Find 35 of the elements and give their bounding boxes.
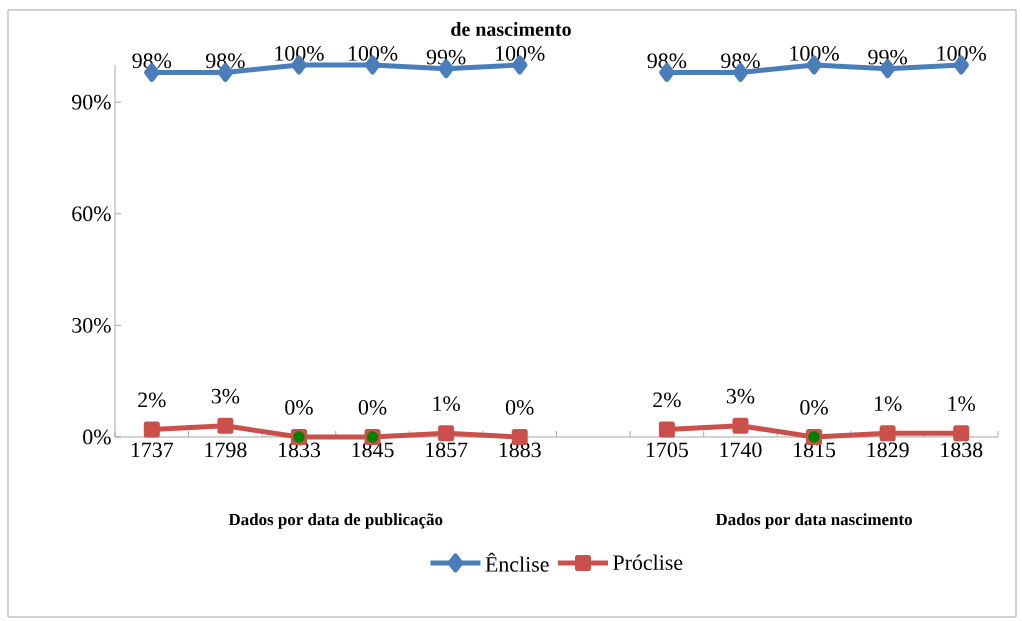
data-label: 1% <box>874 396 902 412</box>
x-tick-label: 1798 <box>205 442 247 458</box>
x-tick-label: 1740 <box>720 442 762 458</box>
data-label: 3% <box>726 388 755 404</box>
data-label: 99% <box>426 49 466 65</box>
data-label: 100% <box>937 45 987 61</box>
data-label: 0% <box>800 399 828 415</box>
x-tick-label: 1705 <box>646 442 688 458</box>
x-tick-label: 1845 <box>352 442 394 458</box>
x-tick-label: 1737 <box>131 442 174 458</box>
data-label: 2% <box>653 392 681 408</box>
legend-label: Próclise <box>613 554 683 571</box>
x-tick-label: 1829 <box>867 442 909 458</box>
data-label: 100% <box>496 45 545 61</box>
y-tick-label: 0% <box>83 429 111 445</box>
data-label: 1% <box>948 396 976 412</box>
data-label: 0% <box>285 399 313 415</box>
data-label: 0% <box>505 399 534 415</box>
data-label: 3% <box>211 388 240 404</box>
data-label: 99% <box>868 49 907 65</box>
y-tick-label: 90% <box>72 94 111 110</box>
text: Dados por data nascimento <box>715 513 912 529</box>
y-tick-label: 30% <box>72 317 111 333</box>
legend-label: Ênclise <box>485 552 549 572</box>
text: Dados por data de publicação <box>228 513 443 529</box>
chart-title: de nascimento <box>451 21 571 36</box>
y-tick-label: 60% <box>72 206 111 222</box>
data-label: 100% <box>790 45 839 61</box>
data-label: 2% <box>138 392 166 408</box>
data-label: 100% <box>348 45 398 61</box>
data-label: 1% <box>433 396 460 412</box>
data-label: 100% <box>275 45 324 61</box>
x-tick-label: 1857 <box>426 442 468 458</box>
data-label: 0% <box>358 399 387 415</box>
x-tick-label: 1838 <box>941 442 983 458</box>
